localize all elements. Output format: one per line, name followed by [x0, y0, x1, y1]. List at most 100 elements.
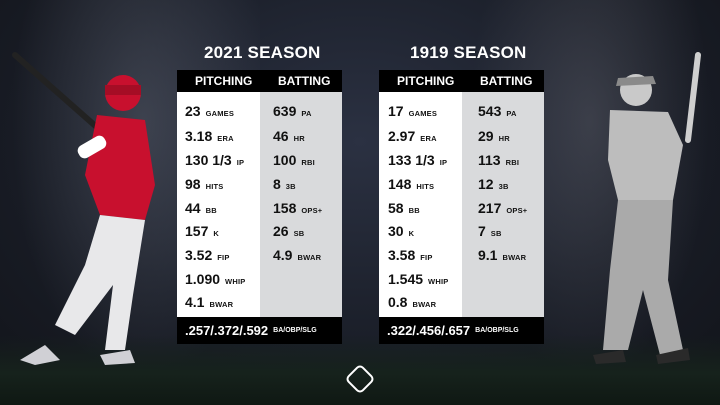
stat-value: 100	[273, 152, 297, 168]
stat-row: 157 K	[185, 223, 219, 239]
stat-row: 8 3B	[273, 176, 296, 192]
stat-unit: HITS	[205, 182, 224, 191]
stat-value: 158	[273, 200, 297, 216]
stat-unit: BWAR	[412, 300, 437, 309]
stat-unit: SB	[293, 229, 305, 238]
stat-unit: FIP	[217, 253, 230, 262]
season-title-1919: 1919 SEASON	[410, 43, 527, 62]
stat-unit: ERA	[217, 134, 234, 143]
stat-unit: BWAR	[502, 253, 527, 262]
stat-unit: BB	[408, 206, 420, 215]
stat-value: 98	[185, 176, 201, 192]
stat-unit: SB	[490, 229, 502, 238]
stat-unit: IP	[439, 158, 448, 167]
stat-value: 130 1/3	[185, 152, 232, 168]
stat-row: 9.1 BWAR	[478, 247, 526, 263]
stat-row: 30 K	[388, 223, 414, 239]
stat-unit: BWAR	[297, 253, 322, 262]
stat-unit: HITS	[416, 182, 435, 191]
stat-value: 0.8	[388, 294, 408, 310]
pitching-box-1919	[379, 92, 462, 317]
stat-unit: IP	[236, 158, 245, 167]
stat-unit: HR	[293, 134, 305, 143]
stat-row: 100 RBI	[273, 152, 315, 168]
stat-value: 1.090	[185, 271, 221, 287]
batting-header-1919: BATTING	[462, 70, 544, 92]
stat-value: 26	[273, 223, 289, 239]
stat-row: 44 BB	[185, 200, 217, 216]
stat-unit: 3B	[285, 182, 296, 191]
stat-row: 46 HR	[273, 128, 305, 144]
stat-row: 0.8 BWAR	[388, 294, 436, 310]
stat-value: 639	[273, 103, 297, 119]
stat-value: 46	[273, 128, 289, 144]
pitching-header-1919: PITCHING	[379, 70, 462, 92]
slash-line-label: BA/OBP/SLG	[273, 327, 317, 334]
stat-unit: RBI	[505, 158, 520, 167]
stat-row: 7 SB	[478, 223, 502, 239]
stat-row: 543 PA	[478, 103, 517, 119]
stat-row: 12 3B	[478, 176, 509, 192]
stat-row: 3.18 ERA	[185, 128, 234, 144]
stat-value: 9.1	[478, 247, 498, 263]
stat-value: 148	[388, 176, 412, 192]
stat-row: 133 1/3 IP	[388, 152, 447, 168]
stat-value: 4.9	[273, 247, 293, 263]
batting-box-1919	[462, 92, 544, 317]
pitching-header-2021: PITCHING	[177, 70, 260, 92]
stat-value: 30	[388, 223, 404, 239]
stat-value: 8	[273, 176, 281, 192]
stat-row: 23 GAMES	[185, 103, 234, 119]
slash-line-value: .322/.456/.657	[387, 323, 471, 338]
stat-row: 158 OPS+	[273, 200, 322, 216]
stat-unit: K	[408, 229, 415, 238]
stat-row: 130 1/3 IP	[185, 152, 244, 168]
stat-row: 58 BB	[388, 200, 420, 216]
stat-value: 58	[388, 200, 404, 216]
stat-row: 17 GAMES	[388, 103, 437, 119]
stat-unit: K	[213, 229, 219, 238]
stat-value: 17	[388, 103, 404, 119]
stat-unit: HR	[498, 134, 510, 143]
stat-unit: PA	[301, 109, 312, 118]
stat-unit: OPS+	[506, 206, 528, 215]
stat-value: 23	[185, 103, 201, 119]
stat-unit: GAMES	[205, 109, 235, 118]
stat-unit: PA	[506, 109, 517, 118]
stat-row: 4.9 BWAR	[273, 247, 321, 263]
slash-line-value: .257/.372/.592	[185, 323, 269, 338]
stat-unit: WHIP	[225, 277, 246, 286]
stat-value: 157	[185, 223, 209, 239]
batter-1919-illustration	[593, 52, 701, 364]
stat-value: 2.97	[388, 128, 416, 144]
stat-row: 4.1 BWAR	[185, 294, 233, 310]
stat-row: 1.545 WHIP	[388, 271, 448, 287]
stat-value: 217	[478, 200, 502, 216]
stat-row: 2.97 ERA	[388, 128, 437, 144]
stat-unit: WHIP	[428, 277, 449, 286]
stat-unit: OPS+	[301, 206, 323, 215]
stat-value: 44	[185, 200, 201, 216]
season-title-2021: 2021 SEASON	[204, 43, 321, 62]
stat-value: 29	[478, 128, 494, 144]
stat-row: 98 HITS	[185, 176, 223, 192]
stat-value: 3.58	[388, 247, 416, 263]
stat-row: 26 SB	[273, 223, 304, 239]
stat-unit: RBI	[301, 158, 315, 167]
slash-line-bar-2021: .257/.372/.592 BA/OBP/SLG	[177, 317, 342, 344]
stat-row: 3.52 FIP	[185, 247, 230, 263]
stat-unit: GAMES	[408, 109, 438, 118]
stat-row: 29 HR	[478, 128, 510, 144]
stat-row: 3.58 FIP	[388, 247, 433, 263]
stat-value: 7	[478, 223, 486, 239]
stat-unit: BWAR	[209, 300, 234, 309]
stat-unit: BB	[205, 206, 217, 215]
batting-box-2021	[260, 92, 342, 317]
stat-value: 3.52	[185, 247, 213, 263]
batter-2021-illustration	[12, 52, 155, 365]
stat-row: 639 PA	[273, 103, 312, 119]
stat-value: 4.1	[185, 294, 205, 310]
stat-value: 113	[478, 152, 501, 168]
stat-row: 1.090 WHIP	[185, 271, 245, 287]
